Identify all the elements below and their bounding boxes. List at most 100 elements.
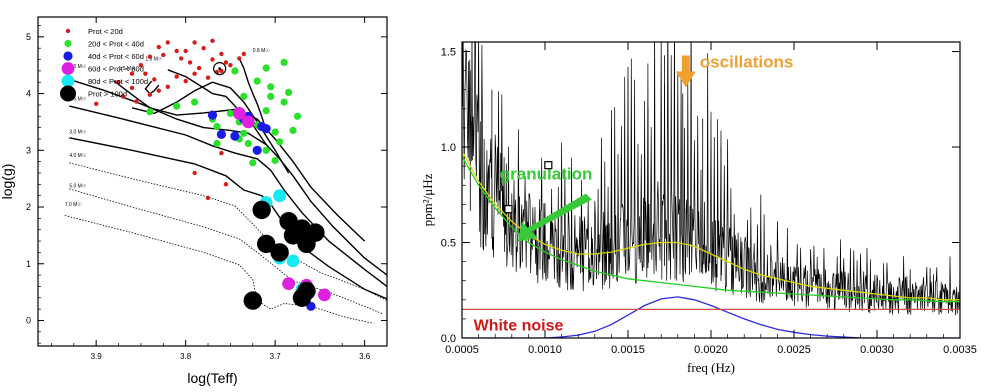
star-point [276,138,284,146]
x-tick-label: 0.0010 [528,344,562,356]
star-point [262,64,270,72]
star-point [165,40,170,45]
legend-label: Prot < 20d [88,27,123,36]
x-tick-label: 0.0005 [445,344,479,356]
spectrum-x-ticks: 0.0005 0.0010 0.0015 0.0020 0.0025 0.0030 0.00… [445,42,977,356]
evolutionary-track-10 [238,58,267,131]
star-point [129,71,135,76]
star-point [191,98,199,106]
y-tick-label: 5 [26,32,31,42]
star-point [292,219,312,238]
star-point [219,51,224,57]
star-point [147,54,153,59]
track-label: 5.0 M☉ [69,184,87,190]
evolutionary-track-5 [69,105,388,287]
star-point [210,38,215,43]
sun-marker [213,62,227,76]
x-tick-label: 3.9 [91,352,103,361]
star-point [228,62,233,68]
track-label: 4.0 M☉ [69,153,87,159]
power-spectrum-panel: 0.0005 0.0010 0.0015 0.0020 0.0025 0.0030 0.00… [420,41,977,375]
star-point [271,156,279,165]
star-point [134,99,139,104]
spectrum-lines [462,150,960,338]
star-point [280,98,288,106]
evolutionary-track-3 [69,162,388,301]
star-point [232,107,246,120]
legend-marker [61,74,75,88]
star-point [243,291,262,310]
star-point [252,200,271,220]
legend-label: Prot > 100d [88,90,127,99]
star-point [249,159,257,167]
x-tick-label: 0.0020 [694,344,728,356]
oscillations-label: oscillations [700,53,794,72]
sun-symbol-dot [218,67,222,71]
y-tick-label: 0 [26,315,31,325]
star-point [216,129,226,139]
star-point [241,115,255,129]
sun-symbol-ring [213,62,227,76]
star-point [201,46,206,51]
star-point [280,58,288,66]
legend-marker [65,28,71,34]
star-point [210,57,215,62]
star-point [226,109,234,117]
spectrum-annotations: oscillations granulation White noise [474,53,794,335]
star-point [129,85,135,91]
evolutionary-track-1 [64,215,374,324]
star-point [146,108,154,116]
star-point [205,75,211,80]
model-line-3 [462,296,960,338]
star-point [207,110,218,120]
star-point [241,51,246,57]
y-tick-label: 0.0 [441,333,456,345]
x-tick-label: 0.0025 [777,344,811,356]
star-point [219,150,224,156]
track-label: 0.8 M☉ [253,48,271,54]
hr-x-axis-label: log(Teff) [187,370,237,386]
legend-marker [63,51,73,61]
spectrum-noise-spikes [462,42,960,316]
star-point [230,131,240,141]
spectrum-x-axis-label: freq (Hz) [687,360,735,375]
y-tick-label: 1 [26,259,31,269]
star-point [257,234,276,254]
star-point [192,170,197,176]
star-point [273,189,286,203]
star-points [94,38,331,311]
star-point [187,60,193,65]
star-point [286,254,300,268]
star-point [173,102,181,110]
x-tick-label: 3.8 [180,352,192,361]
track-label: 1.0 M☉ [145,57,163,63]
legend-marker [60,85,76,102]
track-label: 2.0 M☉ [69,64,87,70]
y-tick-label: 4 [26,89,31,99]
track-labels: 7.0 M☉ 5.0 M☉ 4.0 M☉ 3.0 M☉ 2.5 M☉ 2.0 M☉ 1.5 … [65,48,270,208]
star-point [174,74,179,79]
hr-plot-frame [37,16,388,347]
legend-label: 80d < Prot < 100d [88,77,148,86]
evolutionary-track-8 [131,81,290,174]
hr-legend: Prot < 20d 20d < Prot < 40d 40d < Prot < 6… [60,27,148,102]
legend-marker [64,39,72,48]
star-point [205,195,211,201]
x-tick-label: 0.0030 [860,344,894,356]
legend-label: 40d < Prot < 60d [88,52,144,61]
legend-label: 20d < Prot < 40d [88,40,144,49]
observed-spectrum-line [462,42,960,316]
star-point [116,80,121,85]
track-label: 2.5 M☉ [69,96,87,102]
star-point [147,92,153,97]
track-label: 3.0 M☉ [69,129,87,135]
star-point [192,40,197,45]
evolutionary-track-7 [113,80,366,242]
star-point [213,122,221,131]
star-point [213,139,221,148]
star-point [143,71,148,76]
star-point [262,107,270,115]
star-point [223,60,229,65]
star-point [279,212,298,231]
x-tick-label: 0.0035 [943,344,977,356]
